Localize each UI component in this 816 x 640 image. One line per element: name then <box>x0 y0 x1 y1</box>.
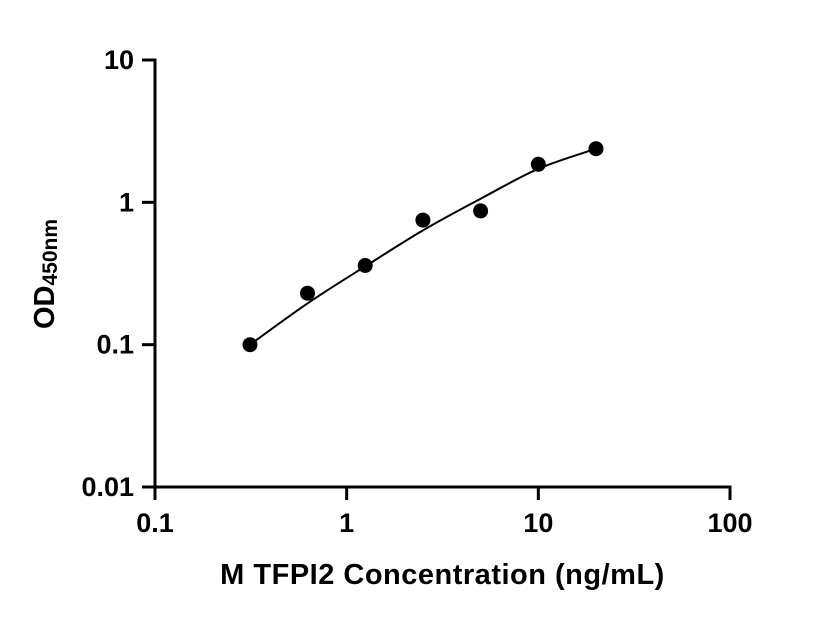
x-tick-label: 0.1 <box>136 508 174 538</box>
x-tick-label: 1 <box>339 508 354 538</box>
x-tick-label: 100 <box>707 508 752 538</box>
y-axis-title-main: OD <box>28 285 61 330</box>
fit-curve <box>249 147 597 346</box>
y-tick-label: 1 <box>119 187 134 217</box>
x-tick-label: 10 <box>523 508 553 538</box>
y-tick-label: 10 <box>104 45 134 75</box>
y-axis-title-subscript: 450nm <box>39 218 62 286</box>
y-tick-label: 0.01 <box>81 472 134 502</box>
y-axis-title: OD 450nm <box>23 163 67 385</box>
data-point <box>415 212 431 228</box>
data-point <box>588 141 604 157</box>
x-axis-title: M TFPI2 Concentration (ng/mL) <box>220 559 665 591</box>
y-tick-label: 0.1 <box>96 330 134 360</box>
data-point <box>300 285 315 301</box>
data-point <box>530 156 546 172</box>
data-point <box>357 258 373 273</box>
data-point <box>473 203 489 219</box>
data-point <box>242 337 258 353</box>
